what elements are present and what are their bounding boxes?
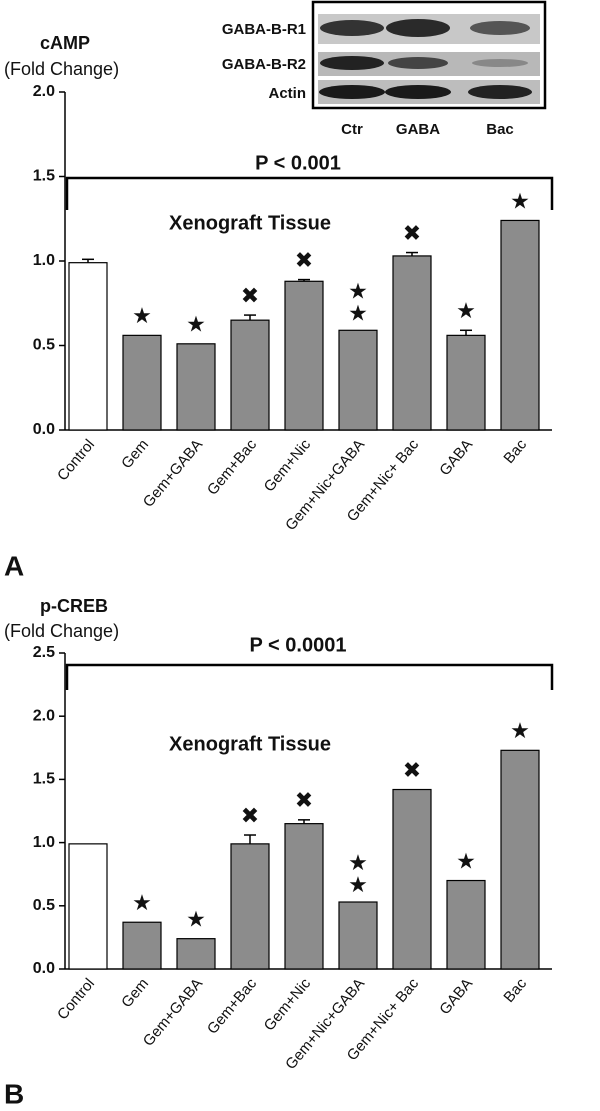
x-tick-label: GABA xyxy=(436,436,476,479)
significance-marker: ★ xyxy=(510,188,530,213)
blot-band xyxy=(319,85,385,99)
x-tick-label: Gem+Bac xyxy=(204,975,260,1038)
y-tick-label: 1.0 xyxy=(33,252,55,269)
x-tick-label: Gem+Nic xyxy=(261,436,315,496)
blot-band xyxy=(388,57,448,69)
significance-marker: ★ ★ xyxy=(348,278,368,325)
blot-band xyxy=(320,20,384,36)
significance-marker: ★ xyxy=(456,848,476,873)
x-tick-label: Gem+Bac xyxy=(204,436,260,499)
blot-row-label: GABA-B-R2 xyxy=(222,56,306,73)
y-axis-title: p-CREB xyxy=(40,596,108,616)
y-axis-subtitle: (Fold Change) xyxy=(4,621,119,641)
x-tick-label: Control xyxy=(54,436,98,484)
bar xyxy=(338,329,378,431)
error-bar xyxy=(82,258,94,263)
blot-band xyxy=(385,85,451,99)
blot-column-label: GABA xyxy=(396,121,440,138)
bar xyxy=(500,219,540,431)
significance-marker: ✖ xyxy=(241,283,259,308)
y-tick-label: 0.0 xyxy=(33,421,55,438)
significance-marker: ✖ xyxy=(241,803,259,828)
significance-marker: ★ xyxy=(132,890,152,915)
bar xyxy=(446,879,486,970)
significance-marker: ✖ xyxy=(295,788,313,813)
x-tick-label: Control xyxy=(54,975,98,1023)
blot-band xyxy=(386,19,450,37)
y-tick-label: 2.0 xyxy=(33,707,55,724)
bar xyxy=(176,343,216,431)
y-tick-label: 0.5 xyxy=(33,897,55,914)
bar xyxy=(392,255,432,431)
bar xyxy=(500,749,540,970)
panel-label: B xyxy=(4,1078,24,1109)
significance-marker: ★ xyxy=(132,303,152,328)
blot-row-label: Actin xyxy=(269,85,307,102)
bar xyxy=(230,843,270,970)
error-bar xyxy=(460,329,472,336)
bar xyxy=(284,280,324,431)
bar xyxy=(446,334,486,431)
x-tick-label: GABA xyxy=(436,975,476,1018)
bar xyxy=(338,901,378,970)
blot-row-label: GABA-B-R1 xyxy=(222,21,306,38)
bar xyxy=(230,319,270,431)
x-tick-label: Gem xyxy=(118,975,152,1011)
y-tick-label: 0.5 xyxy=(33,337,55,354)
annotation: Xenograft Tissue xyxy=(169,212,331,234)
y-tick-label: 2.5 xyxy=(33,644,55,661)
x-tick-label: Bac xyxy=(500,436,530,467)
blot-column-label: Ctr xyxy=(341,121,363,138)
blot-inset xyxy=(311,0,547,110)
y-tick-label: 1.5 xyxy=(33,771,55,788)
blot-band xyxy=(472,59,528,67)
significance-marker: ★ ★ xyxy=(348,850,368,897)
error-bar xyxy=(244,834,256,844)
y-tick-label: 1.5 xyxy=(33,168,55,185)
significance-bracket xyxy=(65,176,554,210)
significance-bracket xyxy=(65,663,554,690)
blot-column-label: Bac xyxy=(486,121,514,138)
annotation: Xenograft Tissue xyxy=(169,733,331,755)
bar xyxy=(176,938,216,970)
error-bar xyxy=(406,251,418,256)
p-value: P < 0.0001 xyxy=(250,634,347,656)
p-value: P < 0.001 xyxy=(255,152,341,174)
y-tick-label: 0.0 xyxy=(33,960,55,977)
error-bar xyxy=(244,314,256,321)
blot-band xyxy=(468,85,532,99)
bar xyxy=(392,788,432,970)
y-tick-label: 2.0 xyxy=(33,83,55,100)
x-tick-label: Bac xyxy=(500,975,530,1006)
y-axis-title: cAMP xyxy=(40,33,90,53)
significance-marker: ★ xyxy=(456,298,476,323)
bar xyxy=(122,334,162,431)
bar xyxy=(122,921,162,970)
x-tick-label: Gem+Nic xyxy=(261,975,315,1035)
significance-marker: ✖ xyxy=(295,247,313,272)
blot-band xyxy=(470,21,530,35)
bar xyxy=(68,843,108,970)
y-axis-subtitle: (Fold Change) xyxy=(4,59,119,79)
significance-marker: ★ xyxy=(510,718,530,743)
x-tick-label: Gem xyxy=(118,436,152,472)
panel-label: A xyxy=(4,550,24,581)
significance-marker: ✖ xyxy=(403,220,421,245)
significance-marker: ★ xyxy=(186,312,206,337)
significance-marker: ✖ xyxy=(403,757,421,782)
y-tick-label: 1.0 xyxy=(33,834,55,851)
error-bar xyxy=(298,819,310,824)
error-bar xyxy=(298,278,310,282)
blot-band xyxy=(320,56,384,70)
significance-marker: ★ xyxy=(186,906,206,931)
bar xyxy=(68,262,108,431)
bar xyxy=(284,823,324,970)
